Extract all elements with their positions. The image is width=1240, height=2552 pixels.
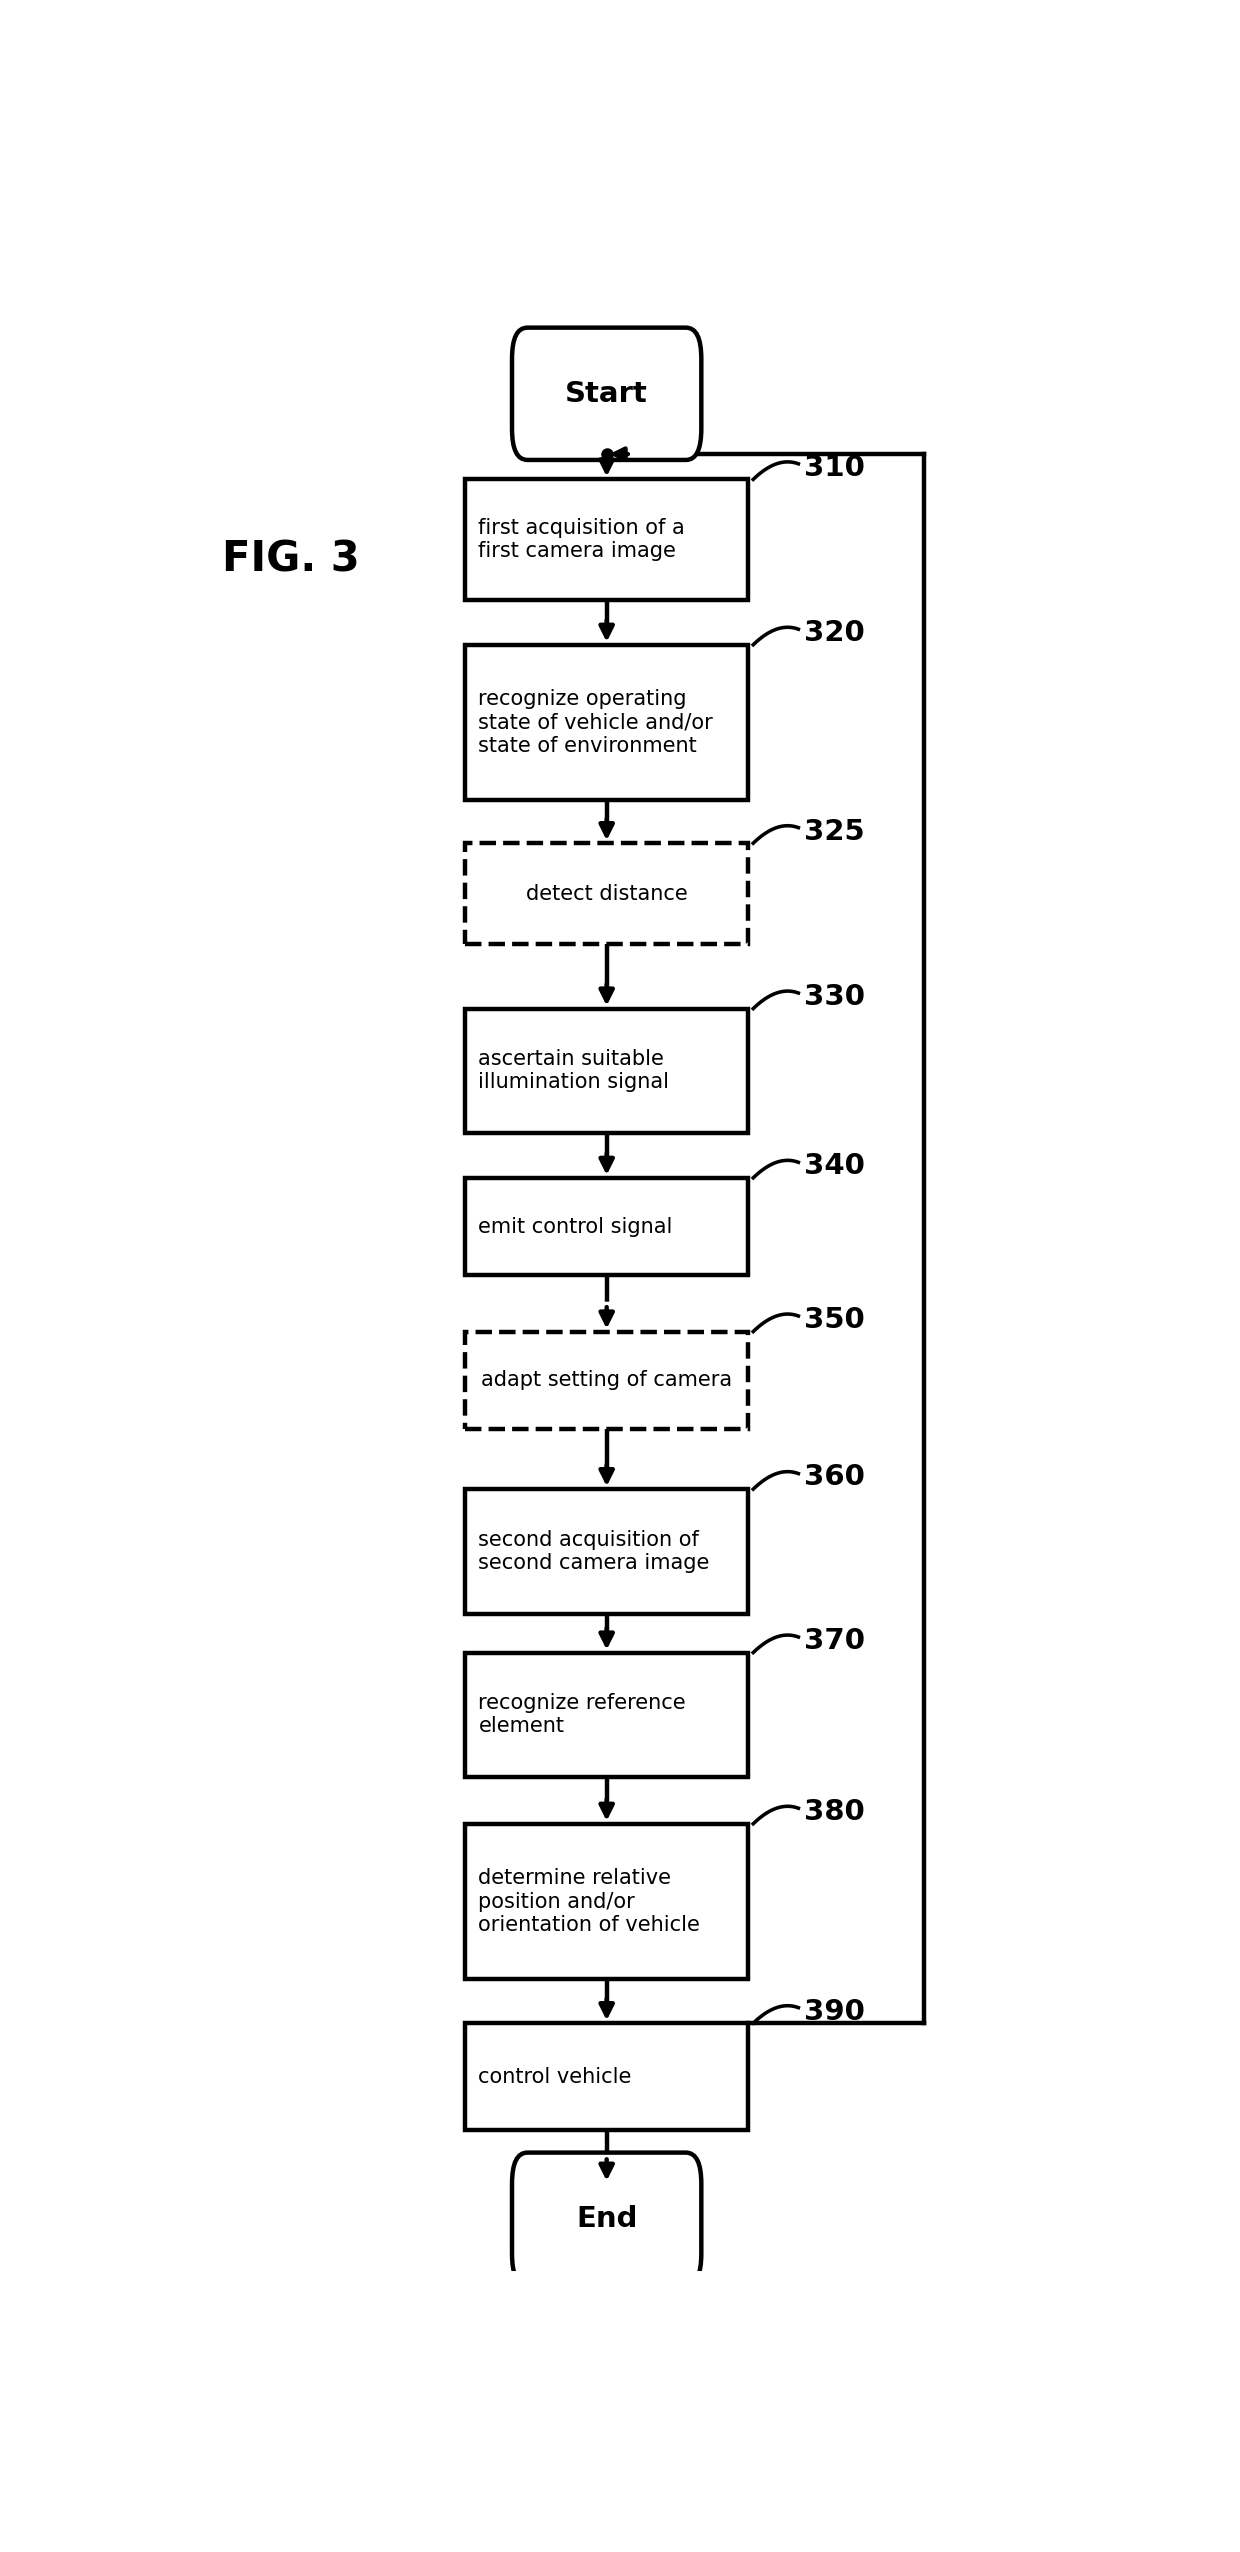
Text: emit control signal: emit control signal <box>479 1217 673 1238</box>
FancyBboxPatch shape <box>512 327 702 459</box>
Text: first acquisition of a
first camera image: first acquisition of a first camera imag… <box>479 518 686 561</box>
Text: adapt setting of camera: adapt setting of camera <box>481 1370 733 1391</box>
Text: 360: 360 <box>805 1462 866 1490</box>
Text: 380: 380 <box>805 1799 866 1827</box>
Text: determine relative
position and/or
orientation of vehicle: determine relative position and/or orien… <box>479 1868 701 1934</box>
Text: second acquisition of
second camera image: second acquisition of second camera imag… <box>479 1529 709 1572</box>
Bar <box>465 1490 749 1613</box>
Bar <box>465 1179 749 1276</box>
Text: 310: 310 <box>805 454 866 482</box>
Text: FIG. 3: FIG. 3 <box>222 538 360 579</box>
Bar <box>465 1825 749 1980</box>
FancyBboxPatch shape <box>512 2151 702 2284</box>
Bar <box>465 1332 749 1429</box>
Bar <box>465 842 749 944</box>
Text: 340: 340 <box>805 1151 866 1179</box>
Text: detect distance: detect distance <box>526 883 687 903</box>
Text: recognize reference
element: recognize reference element <box>479 1692 686 1735</box>
Text: control vehicle: control vehicle <box>479 2067 631 2088</box>
Text: Start: Start <box>565 380 649 408</box>
Text: 390: 390 <box>805 1998 866 2026</box>
Text: End: End <box>575 2205 637 2233</box>
Text: 350: 350 <box>805 1307 866 1335</box>
Bar <box>465 480 749 600</box>
Text: recognize operating
state of vehicle and/or
state of environment: recognize operating state of vehicle and… <box>479 689 713 755</box>
Bar <box>465 1654 749 1776</box>
Text: 320: 320 <box>805 620 866 648</box>
Bar <box>465 646 749 801</box>
Text: 370: 370 <box>805 1628 866 1654</box>
Bar <box>465 2024 749 2131</box>
Text: 330: 330 <box>805 983 866 1011</box>
Bar <box>465 1008 749 1133</box>
Text: ascertain suitable
illumination signal: ascertain suitable illumination signal <box>479 1049 670 1092</box>
Text: 325: 325 <box>805 817 864 845</box>
